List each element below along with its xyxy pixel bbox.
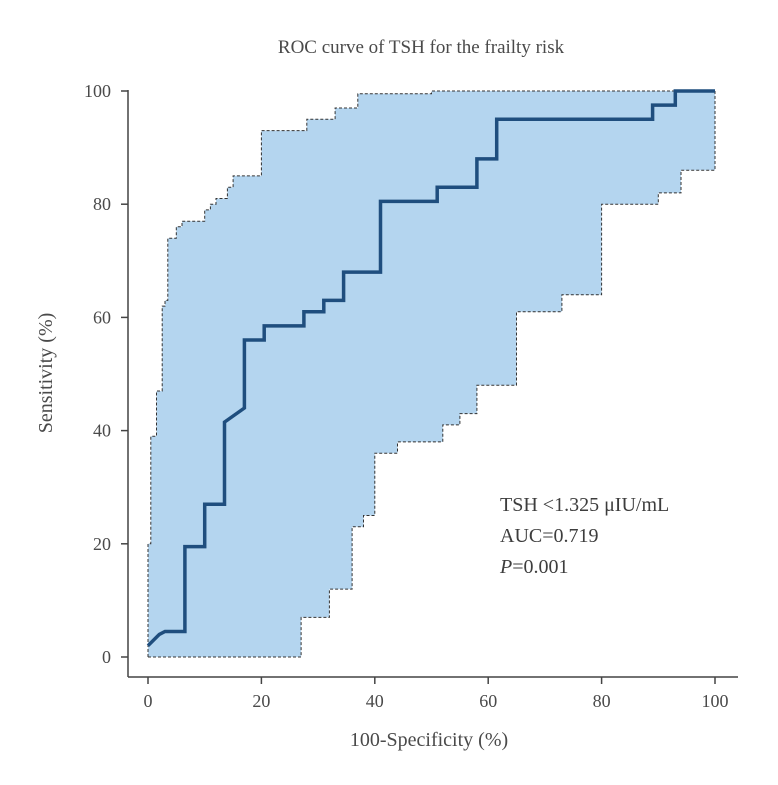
ci-band <box>148 91 715 657</box>
y-tick-label: 60 <box>93 307 111 327</box>
y-tick-label: 100 <box>84 81 111 101</box>
x-tick-label: 0 <box>144 691 153 711</box>
annotation-threshold: TSH <1.325 μIU/mL <box>500 494 669 516</box>
ci-lower-line <box>148 91 716 658</box>
annotation-auc: AUC=0.719 <box>500 525 599 547</box>
x-tick-label: 40 <box>366 691 384 711</box>
chart-title: ROC curve of TSH for the frailty risk <box>278 37 565 58</box>
x-tick-label: 60 <box>479 691 497 711</box>
x-tick-label: 80 <box>593 691 611 711</box>
x-axis-label: 100-Specificity (%) <box>350 729 508 751</box>
y-tick-label: 0 <box>102 647 111 667</box>
x-tick-label: 20 <box>252 691 270 711</box>
ci-upper-line <box>147 90 715 657</box>
y-axis-ticks: 0 20 40 60 80 100 <box>84 81 128 667</box>
x-tick-label: 100 <box>702 691 729 711</box>
y-tick-label: 20 <box>93 534 111 554</box>
x-axis-ticks: 0 20 40 60 80 100 <box>144 677 729 711</box>
annotation-p-value: P=0.001 <box>499 556 569 578</box>
y-axis-label: Sensitivity (%) <box>35 313 57 434</box>
roc-curve-line <box>146 89 715 647</box>
y-tick-label: 40 <box>93 421 111 441</box>
y-tick-label: 80 <box>93 194 111 214</box>
